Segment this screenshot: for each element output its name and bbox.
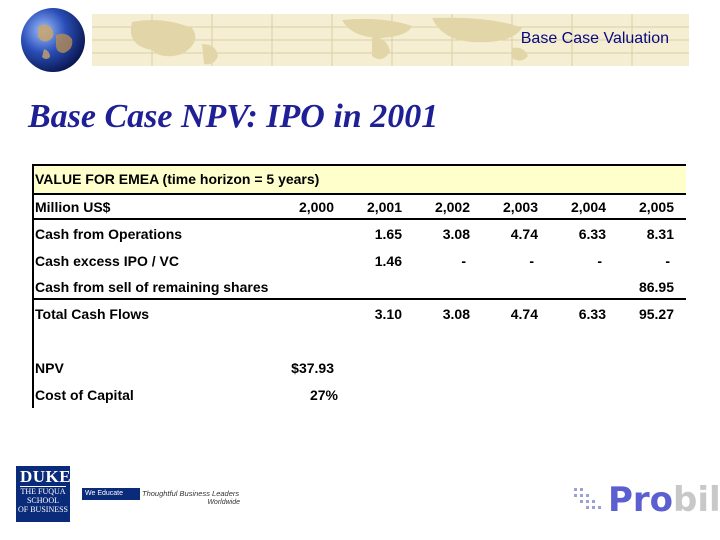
globe-logo-icon [21, 8, 85, 72]
tagline-sub: Worldwide [207, 499, 240, 506]
row-value: - [597, 253, 602, 269]
table-rule [32, 218, 686, 220]
duke-fuqua-logo: DUKE THE FUQUA SCHOOL OF BUSINESS [16, 466, 72, 522]
duke-logo-top: DUKE [20, 467, 72, 487]
row-value: - [461, 253, 466, 269]
cost-of-capital-value: 27% [309, 387, 338, 403]
year-header: 2,002 [434, 199, 470, 215]
total-value: 95.27 [638, 306, 674, 322]
table-rule [32, 298, 686, 300]
probil-dots-icon [574, 488, 601, 509]
probil-logo: Probil [572, 480, 720, 520]
table-rule [32, 164, 686, 166]
row-value: 3.08 [442, 226, 470, 242]
year-header: 2,000 [298, 199, 334, 215]
row-label: Cash from sell of remaining shares [35, 279, 269, 295]
row-value: - [529, 253, 534, 269]
column-header-label: Million US$ [35, 199, 111, 215]
row-value: - [665, 253, 670, 269]
table-rule [32, 193, 686, 195]
year-header: 2,003 [502, 199, 538, 215]
row-value: 4.74 [510, 226, 538, 242]
valuation-table: VALUE FOR EMEA (time horizon = 5 years) … [32, 164, 686, 408]
world-map-background-icon [92, 14, 689, 66]
cost-of-capital-label: Cost of Capital [35, 387, 134, 403]
npv-value: $37.93 [291, 360, 334, 376]
tagline-text: Thoughtful Business Leaders [142, 489, 240, 498]
table-left-border [32, 164, 34, 408]
npv-label: NPV [35, 360, 64, 376]
probil-part2: bil [673, 480, 720, 520]
tagline-logo: We Educate Thoughtful Business Leaders W… [82, 488, 240, 512]
total-label: Total Cash Flows [35, 306, 150, 322]
slide-title: Base Case NPV: IPO in 2001 [28, 98, 439, 135]
duke-logo-line: OF BUSINESS [17, 505, 68, 514]
row-value: 1.46 [374, 253, 402, 269]
row-value: 1.65 [374, 226, 402, 242]
year-header: 2,004 [570, 199, 606, 215]
banner-title: Base Case Valuation [520, 30, 669, 47]
probil-wordmark: Probil [608, 480, 720, 520]
row-value: 8.31 [646, 226, 674, 242]
table-heading-band [32, 164, 686, 194]
probil-part1: Pro [608, 480, 674, 520]
duke-logo-line: SCHOOL [26, 496, 59, 505]
table-heading: VALUE FOR EMEA (time horizon = 5 years) [35, 171, 320, 187]
total-value: 4.74 [510, 306, 538, 322]
tagline-box: We Educate [82, 488, 140, 500]
header-banner: Base Case Valuation [92, 14, 689, 66]
row-label: Cash from Operations [35, 226, 183, 242]
year-header: 2,005 [638, 199, 674, 215]
total-value: 3.08 [442, 306, 470, 322]
duke-logo-line: THE FUQUA [20, 487, 66, 496]
total-value: 3.10 [374, 306, 402, 322]
year-header: 2,001 [366, 199, 402, 215]
row-value: 86.95 [638, 279, 674, 295]
row-label: Cash excess IPO / VC [35, 253, 179, 269]
total-value: 6.33 [578, 306, 606, 322]
row-value: 6.33 [578, 226, 606, 242]
